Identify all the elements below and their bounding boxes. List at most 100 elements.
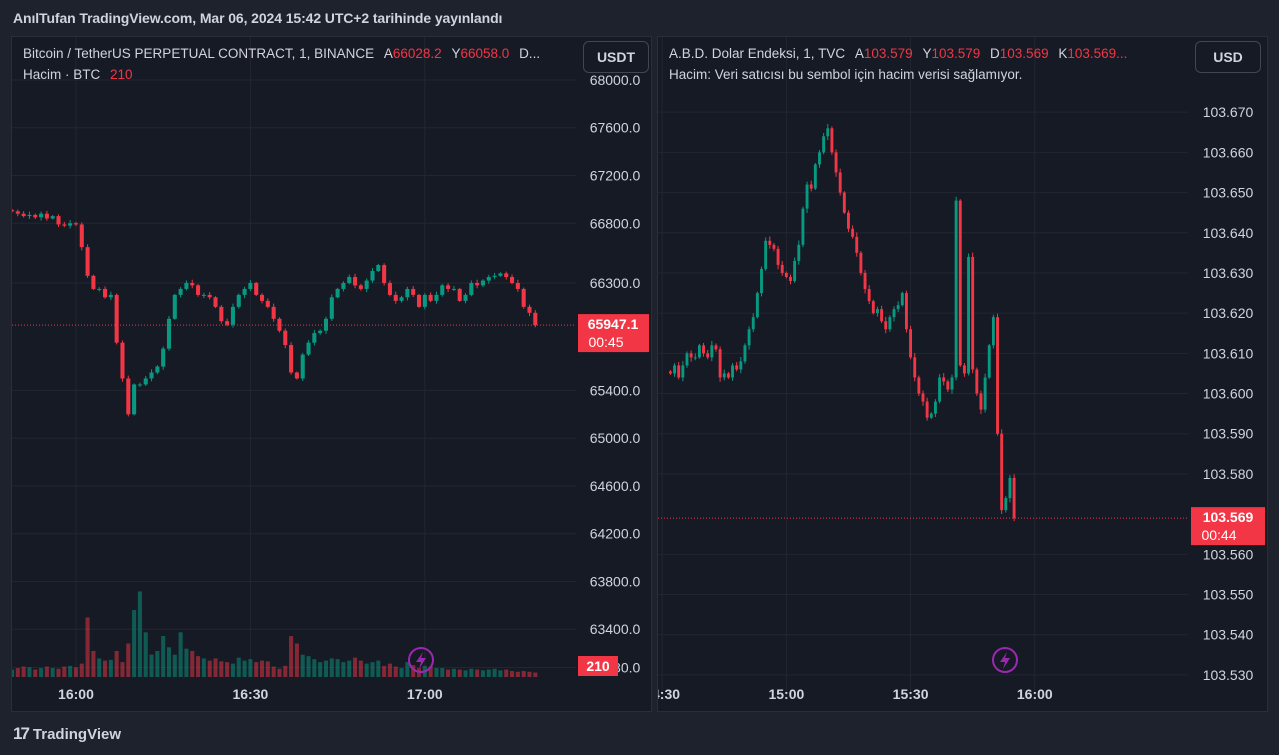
volume-bar bbox=[149, 654, 154, 677]
price-tick-label: 67600.0 bbox=[590, 120, 641, 136]
volume-bar bbox=[323, 660, 329, 677]
candle-body bbox=[971, 256, 975, 370]
volume-bar bbox=[161, 636, 166, 677]
candle-body bbox=[405, 288, 410, 298]
volume-bar bbox=[196, 656, 201, 677]
currency-button-usd[interactable]: USD bbox=[1195, 41, 1261, 73]
candle-body bbox=[137, 384, 142, 386]
volume-bar bbox=[510, 671, 515, 677]
candle-body bbox=[166, 318, 172, 349]
price-tick-label: 68000.0 bbox=[590, 72, 641, 88]
volume-bar bbox=[201, 658, 206, 677]
candle-body bbox=[126, 378, 131, 415]
dxy-chart-panel[interactable]: 103.670 103.660 103.650 103.640 103.630 103.6… bbox=[657, 36, 1268, 712]
dxy-chart-svg[interactable]: 103.670 103.660 103.650 103.640 103.630 103.6… bbox=[658, 37, 1269, 713]
volume-bar bbox=[527, 671, 532, 677]
candle-body bbox=[764, 240, 768, 269]
candle-body bbox=[855, 236, 859, 253]
candle-body bbox=[39, 213, 44, 218]
volume-bar bbox=[79, 663, 84, 677]
volume-bar bbox=[492, 668, 497, 677]
candle-body bbox=[677, 365, 681, 378]
candle-body bbox=[1008, 477, 1012, 499]
btc-chart-svg[interactable]: 68000.0 67600.0 67200.0 66800.0 66300.0 65400… bbox=[12, 37, 653, 713]
btc-chart-panel[interactable]: 68000.0 67600.0 67200.0 66800.0 66300.0 65400… bbox=[11, 36, 652, 712]
price-tag-value: 103.569 bbox=[1203, 509, 1254, 525]
volume-label[interactable]: Hacim · BTC bbox=[23, 67, 101, 82]
candle-body bbox=[950, 377, 954, 390]
candle-body bbox=[108, 294, 113, 298]
candle-body bbox=[838, 172, 842, 193]
candle-body bbox=[457, 288, 462, 301]
volume-bar bbox=[27, 667, 32, 677]
candle-body bbox=[921, 393, 925, 402]
dxy-price-tag: 103.569 00:44 bbox=[1191, 507, 1265, 546]
candle-body bbox=[797, 244, 801, 261]
volume-bar bbox=[114, 650, 119, 677]
price-tick-label: 66800.0 bbox=[590, 215, 641, 231]
candle-body bbox=[271, 306, 276, 319]
candle-body bbox=[463, 294, 468, 301]
volume-bar bbox=[120, 662, 125, 677]
currency-button-usdt[interactable]: USDT bbox=[583, 41, 649, 73]
volume-bar bbox=[12, 669, 15, 677]
candle-body bbox=[979, 393, 983, 410]
candle-body bbox=[143, 378, 148, 385]
candle-body bbox=[353, 276, 358, 286]
btc-legend: Bitcoin / TetherUS PERPETUAL CONTRACT, 1… bbox=[23, 46, 540, 61]
volume-bar bbox=[475, 669, 480, 677]
candle-body bbox=[254, 282, 259, 295]
candle-body bbox=[289, 345, 294, 373]
volume-bar bbox=[446, 669, 451, 677]
volume-bar bbox=[463, 670, 468, 677]
volume-bar bbox=[335, 659, 340, 677]
ohlc-value: 103.579 bbox=[863, 46, 913, 61]
price-tick-label: 64200.0 bbox=[590, 526, 641, 542]
volume-bar bbox=[440, 668, 445, 677]
btc-symbol-label[interactable]: Bitcoin / TetherUS PERPETUAL CONTRACT, 1… bbox=[23, 46, 375, 61]
candle-body bbox=[416, 294, 422, 307]
candle-body bbox=[376, 265, 381, 272]
volume-bar bbox=[21, 666, 26, 677]
candle-body bbox=[428, 294, 433, 301]
candle-body bbox=[983, 377, 987, 410]
volume-bar bbox=[405, 662, 410, 677]
candle-body bbox=[73, 223, 78, 225]
candle-body bbox=[411, 288, 416, 295]
dxy-symbol-label[interactable]: A.B.D. Dolar Endeksi, 1, TVC bbox=[669, 46, 846, 61]
ohlc-value: 103.579 bbox=[931, 46, 981, 61]
candle-body bbox=[871, 301, 875, 314]
volume-bar bbox=[132, 610, 137, 677]
candle-body bbox=[718, 349, 722, 378]
price-tag-box bbox=[1191, 507, 1265, 546]
candle-body bbox=[347, 276, 352, 283]
candle-body bbox=[225, 321, 230, 325]
price-tag-value: 65947.1 bbox=[588, 316, 639, 332]
candle-body bbox=[834, 152, 838, 173]
volume-bar bbox=[39, 668, 44, 677]
volume-bar bbox=[515, 671, 520, 677]
ohlc-value: 66058.0 bbox=[460, 46, 510, 61]
tradingview-logo[interactable]: 17 TradingView bbox=[13, 724, 121, 744]
candle-body bbox=[938, 377, 942, 402]
candle-body bbox=[510, 276, 515, 283]
candle-body bbox=[527, 306, 532, 313]
candle-body bbox=[312, 333, 317, 343]
price-tag-box bbox=[578, 314, 649, 353]
volume-bar bbox=[73, 667, 78, 677]
ohlc-key: K bbox=[1058, 46, 1068, 61]
volume-bar bbox=[382, 665, 387, 677]
candle-body bbox=[917, 377, 921, 394]
volume-bar bbox=[68, 665, 73, 677]
candle-body bbox=[504, 273, 509, 277]
ohlc-value: 103.569 bbox=[999, 46, 1049, 61]
volume-note: Hacim: Veri satıcısı bu sembol için haci… bbox=[669, 67, 1023, 82]
volume-bar bbox=[376, 660, 381, 677]
bolt-icon bbox=[992, 647, 1018, 673]
volume-bar bbox=[50, 668, 55, 677]
volume-bar bbox=[225, 662, 230, 677]
time-tick-label: 17:00 bbox=[407, 686, 443, 702]
candle-body bbox=[323, 318, 329, 331]
volume-bar bbox=[166, 647, 172, 677]
volume-bar bbox=[480, 670, 486, 677]
